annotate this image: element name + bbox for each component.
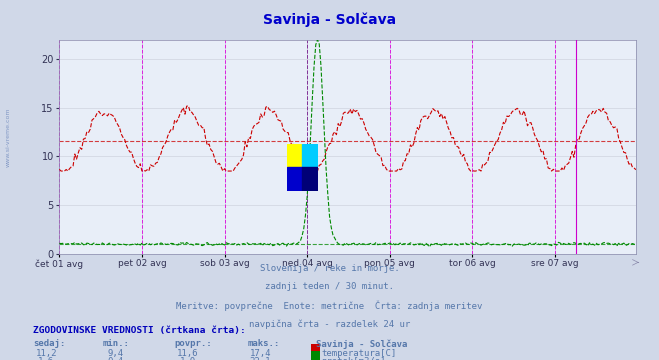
Text: 11,6: 11,6 [177, 349, 198, 358]
Bar [287, 144, 302, 167]
Text: 0,4: 0,4 [107, 357, 123, 360]
Text: sedaj:: sedaj: [33, 339, 65, 348]
Text: 1,0: 1,0 [180, 357, 196, 360]
Bar [302, 167, 318, 191]
Text: 1,6: 1,6 [38, 357, 54, 360]
Text: Savinja - Solčava: Savinja - Solčava [316, 339, 408, 348]
Text: pretok[m3/s]: pretok[m3/s] [322, 357, 386, 360]
Text: 17,4: 17,4 [250, 349, 271, 358]
Text: Slovenija / reke in morje.: Slovenija / reke in morje. [260, 264, 399, 273]
Text: maks.:: maks.: [247, 339, 279, 348]
Text: temperatura[C]: temperatura[C] [322, 349, 397, 358]
Text: Meritve: povprečne  Enote: metrične  Črta: zadnja meritev: Meritve: povprečne Enote: metrične Črta:… [177, 301, 482, 311]
Text: zadnji teden / 30 minut.: zadnji teden / 30 minut. [265, 282, 394, 291]
Bar [302, 144, 318, 167]
Text: 9,4: 9,4 [107, 349, 123, 358]
Text: www.si-vreme.com: www.si-vreme.com [6, 107, 11, 167]
Text: ZGODOVINSKE VREDNOSTI (črtkana črta):: ZGODOVINSKE VREDNOSTI (črtkana črta): [33, 326, 246, 335]
Text: 22,1: 22,1 [250, 357, 271, 360]
Text: navpična črta - razdelek 24 ur: navpična črta - razdelek 24 ur [249, 320, 410, 329]
Text: povpr.:: povpr.: [175, 339, 212, 348]
Text: 11,2: 11,2 [36, 349, 57, 358]
Bar [287, 167, 302, 191]
Text: min.:: min.: [102, 339, 129, 348]
Text: Savinja - Solčava: Savinja - Solčava [263, 13, 396, 27]
